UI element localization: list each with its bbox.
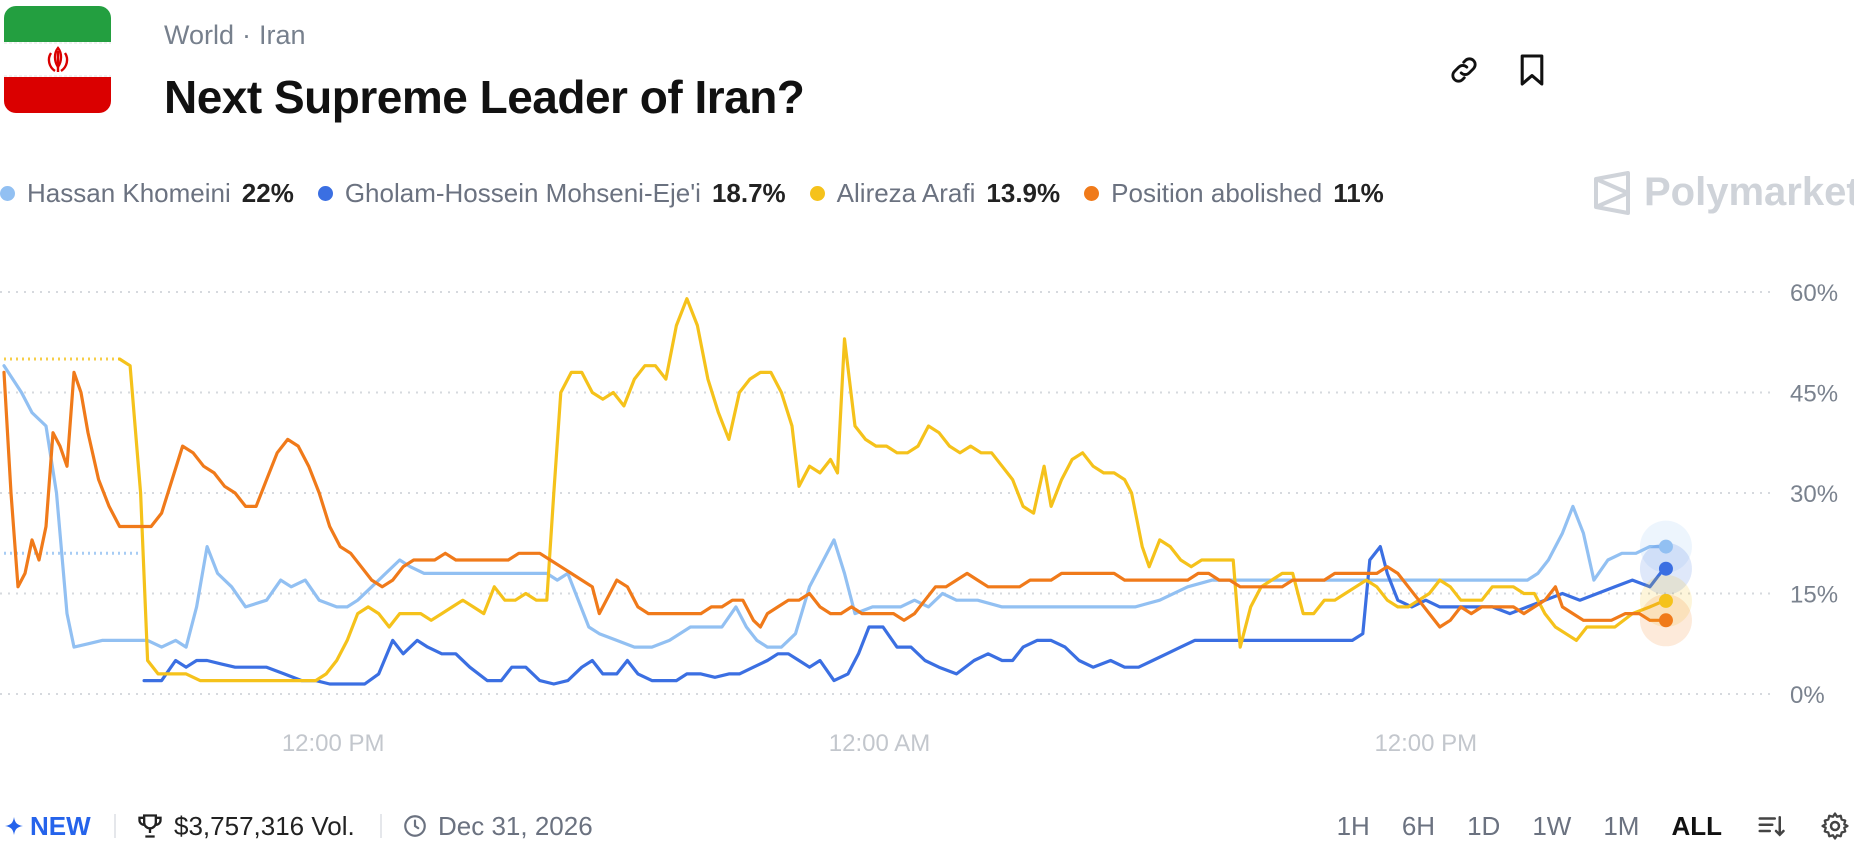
series-line-abolished bbox=[2, 370, 1666, 629]
series-line-mohseni bbox=[142, 545, 1666, 686]
legend-value: 22% bbox=[241, 178, 294, 208]
end-date-label: Dec 31, 2026 bbox=[438, 810, 593, 841]
settings-button[interactable] bbox=[1820, 811, 1850, 841]
price-chart[interactable]: 60% 45% 30% 15% 0% 12:00 PM 12:00 AM 12:00 PM bbox=[0, 0, 1854, 800]
range-1m[interactable]: 1M bbox=[1603, 810, 1640, 841]
breadcrumb-world[interactable]: World bbox=[164, 20, 235, 50]
y-tick-label: 60% bbox=[1790, 280, 1838, 307]
legend-value: 11% bbox=[1333, 178, 1384, 208]
range-6h[interactable]: 6H bbox=[1401, 810, 1436, 841]
sort-button[interactable] bbox=[1756, 811, 1786, 841]
series-line-arafi bbox=[118, 297, 1666, 683]
new-label: NEW bbox=[30, 810, 91, 841]
x-tick-label: 12:00 PM bbox=[1374, 730, 1477, 757]
legend-item-mohseni[interactable]: Gholam-Hossein Mohseni-Eje'i 18.7% bbox=[317, 178, 786, 209]
clock-icon bbox=[404, 815, 426, 837]
bookmark-icon bbox=[1520, 54, 1544, 86]
legend-item-khomeini[interactable]: Hassan Khomeini 22% bbox=[0, 178, 294, 209]
legend-name: Alireza Arafi bbox=[836, 178, 976, 208]
legend-dot-khomeini bbox=[0, 186, 15, 201]
chart-legend: Hassan Khomeini 22% Gholam-Hossein Mohse… bbox=[0, 178, 1408, 209]
range-1h[interactable]: 1H bbox=[1336, 810, 1370, 841]
emblem-icon bbox=[4, 42, 111, 77]
legend-name: Position abolished bbox=[1111, 178, 1323, 208]
breadcrumb-iran[interactable]: Iran bbox=[259, 20, 306, 50]
footer-bar: NEW $3,757,316 Vol. Dec 31, 2026 1H 6H 1… bbox=[0, 806, 1854, 846]
end-dot-khomeini bbox=[1658, 539, 1673, 554]
footer-divider bbox=[380, 814, 382, 838]
gear-icon bbox=[1821, 812, 1849, 840]
legend-name: Gholam-Hossein Mohseni-Eje'i bbox=[344, 178, 701, 208]
y-tick-label: 45% bbox=[1790, 381, 1838, 408]
volume-info[interactable]: $3,757,316 Vol. bbox=[136, 806, 355, 846]
range-1w[interactable]: 1W bbox=[1532, 810, 1572, 841]
sort-icon bbox=[1758, 816, 1785, 837]
bookmark-button[interactable] bbox=[1510, 48, 1554, 92]
legend-value: 18.7% bbox=[711, 178, 786, 208]
y-tick-label: 30% bbox=[1790, 481, 1838, 508]
link-icon bbox=[1451, 57, 1477, 83]
iran-flag-image bbox=[4, 6, 111, 113]
breadcrumb-separator: · bbox=[242, 20, 252, 50]
end-date-info: Dec 31, 2026 bbox=[402, 806, 593, 846]
legend-value: 13.9% bbox=[986, 178, 1061, 208]
range-all[interactable]: ALL bbox=[1671, 810, 1722, 841]
y-tick-label: 0% bbox=[1790, 682, 1825, 709]
page-title: Next Supreme Leader of Iran? bbox=[164, 71, 805, 123]
range-1d[interactable]: 1D bbox=[1467, 810, 1501, 841]
legend-dot-mohseni bbox=[317, 186, 333, 201]
series-line-khomeini bbox=[2, 364, 1666, 649]
footer-divider bbox=[114, 814, 116, 838]
legend-item-abolished[interactable]: Position abolished 11% bbox=[1084, 178, 1384, 209]
breadcrumb: World · Iran bbox=[164, 20, 306, 51]
x-tick-label: 12:00 AM bbox=[829, 730, 930, 757]
polymarket-watermark: Polymarket bbox=[1592, 170, 1854, 215]
legend-dot-abolished bbox=[1084, 186, 1100, 201]
end-dot-arafi bbox=[1658, 593, 1673, 608]
brand-name: Polymarket bbox=[1644, 170, 1854, 214]
end-dot-abolished bbox=[1658, 613, 1673, 628]
volume-label: $3,757,316 Vol. bbox=[174, 810, 355, 841]
new-badge: NEW bbox=[4, 806, 91, 846]
end-dot-mohseni bbox=[1658, 561, 1673, 576]
y-tick-label: 15% bbox=[1790, 582, 1838, 609]
sparkle-icon bbox=[5, 817, 23, 835]
polymarket-logo-icon bbox=[1594, 170, 1630, 215]
legend-dot-arafi bbox=[809, 186, 825, 201]
trophy-icon bbox=[138, 814, 162, 838]
legend-name: Hassan Khomeini bbox=[27, 178, 231, 208]
legend-item-arafi[interactable]: Alireza Arafi 13.9% bbox=[809, 178, 1061, 209]
time-range-selector: 1H 6H 1D 1W 1M ALL bbox=[1305, 806, 1854, 846]
x-tick-label: 12:00 PM bbox=[282, 730, 385, 757]
copy-link-button[interactable] bbox=[1442, 48, 1486, 92]
